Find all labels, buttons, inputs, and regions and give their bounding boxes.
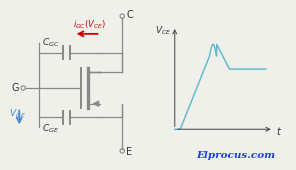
Text: $C_{GE}$: $C_{GE}$ (42, 122, 59, 134)
Text: $t$: $t$ (276, 125, 282, 137)
Text: $V_{CE}$: $V_{CE}$ (155, 25, 172, 37)
Text: $V_{GE}$: $V_{GE}$ (9, 107, 26, 120)
Text: C: C (126, 10, 133, 20)
Text: G: G (12, 83, 19, 93)
Text: E: E (126, 147, 132, 157)
Text: Elprocus.com: Elprocus.com (197, 151, 276, 160)
Polygon shape (93, 101, 99, 107)
Text: $i_{GC}(V_{CE})$: $i_{GC}(V_{CE})$ (73, 19, 105, 31)
Text: $C_{GC}$: $C_{GC}$ (42, 36, 59, 49)
